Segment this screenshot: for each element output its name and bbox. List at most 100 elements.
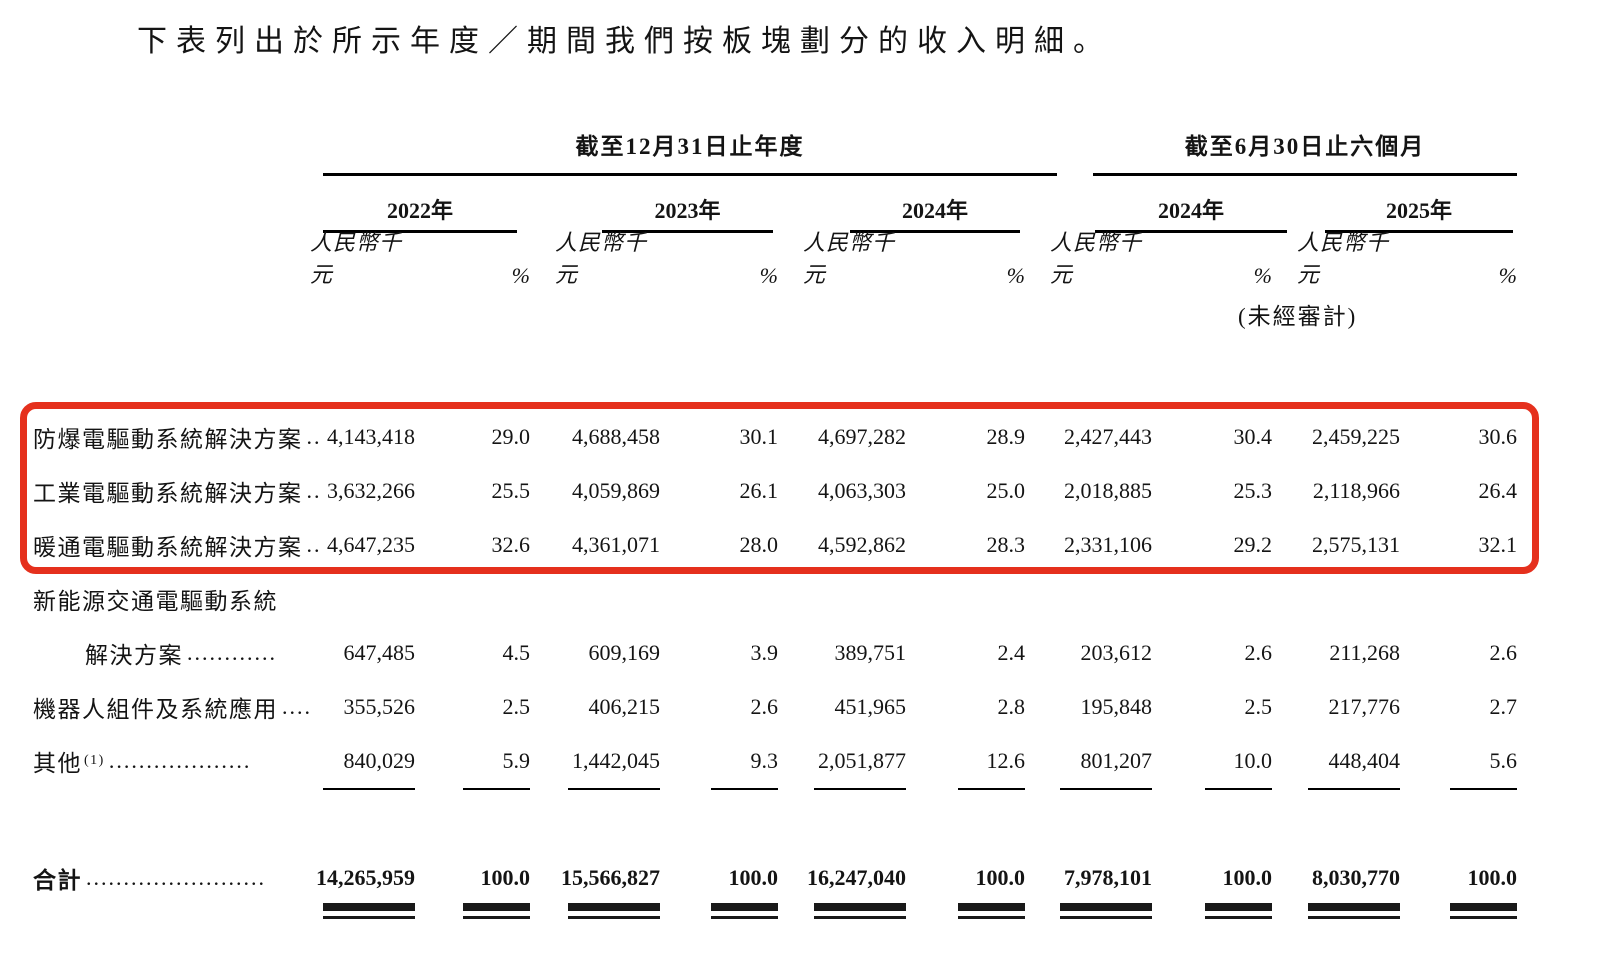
empty-cell <box>30 120 285 176</box>
cell-value: 203,612 <box>1080 640 1153 665</box>
cell-value: 15,566,827 <box>561 864 660 890</box>
unit-header: 人民幣千元 <box>803 230 896 287</box>
unit-header: 人民幣千元 <box>1297 230 1390 287</box>
cell-value: 389,751 <box>834 640 907 665</box>
cell-value: 4,647,235 <box>327 532 415 557</box>
cell-value: 32.1 <box>1478 532 1518 557</box>
cell-value: 211,268 <box>1329 640 1400 665</box>
cell-value: 25.0 <box>986 478 1026 503</box>
cell-value: 32.6 <box>491 532 531 557</box>
cell-value: 2,575,131 <box>1312 532 1400 557</box>
cell-value <box>415 572 530 626</box>
cell-value: 30.1 <box>739 424 779 449</box>
cell-value: 2.5 <box>1244 694 1273 719</box>
cell-value: 30.4 <box>1233 424 1273 449</box>
cell-value: 30.6 <box>1478 424 1518 449</box>
cell-value: 2,018,885 <box>1064 478 1152 503</box>
cell-value: 2.6 <box>1489 640 1518 665</box>
year-header-2025-interim: 2025年 <box>1272 176 1517 233</box>
sum-rule <box>660 788 778 802</box>
unaudited-note: (未經審計) <box>1238 304 1358 329</box>
cell-value: 2,331,106 <box>1064 532 1152 557</box>
double-rule <box>530 900 660 930</box>
spacer <box>30 802 1517 855</box>
cell-value: 28.3 <box>986 532 1026 557</box>
cell-value: 12.6 <box>986 748 1026 773</box>
unaudited-row: (未經審計) <box>30 293 1517 341</box>
cell-value: 29.0 <box>491 424 531 449</box>
cell-value: 26.1 <box>739 478 779 503</box>
year-header-2024: 2024年 <box>778 176 1025 233</box>
cell-value: 100.0 <box>1222 864 1273 890</box>
sum-rule <box>778 788 906 802</box>
double-rule <box>660 900 778 930</box>
cell-value: 3.9 <box>750 640 779 665</box>
cell-value: 2,051,877 <box>818 748 906 773</box>
pct-header: % <box>1006 263 1025 288</box>
cell-value <box>660 572 778 626</box>
year-header-2023: 2023年 <box>530 176 778 233</box>
cell-value: 4,697,282 <box>818 424 906 449</box>
pct-header: % <box>759 263 778 288</box>
cell-value: 2,459,225 <box>1312 424 1400 449</box>
cell-value: 100.0 <box>480 864 531 890</box>
year-header-2024-interim: 2024年 <box>1025 176 1287 233</box>
row-label: 解決方案 ............ <box>85 640 277 668</box>
cell-value: 7,978,101 <box>1064 864 1152 890</box>
cell-value: 4,063,303 <box>818 478 906 503</box>
cell-value: 801,207 <box>1080 748 1153 773</box>
page-title: 下表列出於所示年度／期間我們按板塊劃分的收入明細。 <box>137 25 1112 58</box>
unit-header: 人民幣千元 <box>555 230 648 287</box>
double-rule <box>415 900 530 930</box>
double-rule <box>285 900 415 930</box>
spacer <box>30 341 1517 410</box>
cell-value: 2,427,443 <box>1064 424 1152 449</box>
cell-value: 4,143,418 <box>327 424 415 449</box>
row-label: 其他 (1) ................... <box>33 748 252 776</box>
cell-value: 406,215 <box>588 694 661 719</box>
cell-value: 1,442,045 <box>572 748 660 773</box>
cell-value: 5.9 <box>502 748 531 773</box>
cell-value <box>906 572 1025 626</box>
sum-rule <box>906 788 1025 802</box>
cell-value: 217,776 <box>1328 694 1401 719</box>
cell-value: 2.5 <box>502 694 531 719</box>
cell-value: 4,688,458 <box>572 424 660 449</box>
empty-cell <box>30 176 285 233</box>
cell-value: 2.8 <box>997 694 1026 719</box>
double-rule <box>1152 900 1272 930</box>
cell-value <box>530 572 660 626</box>
row-label: 合計........................ <box>33 864 266 893</box>
unit-header: 人民幣千元 <box>310 230 403 287</box>
cell-value <box>285 572 415 626</box>
cell-value <box>1272 572 1400 626</box>
cell-value: 2.6 <box>1244 640 1273 665</box>
group-header-interim: 截至6月30日止六個月 <box>1025 120 1517 176</box>
unit-header: 人民幣千元 <box>1050 230 1143 287</box>
cell-value: 448,404 <box>1328 748 1401 773</box>
cell-value: 4,592,862 <box>818 532 906 557</box>
cell-value: 14,265,959 <box>316 864 415 890</box>
sum-rule <box>530 788 660 802</box>
double-rule <box>778 900 906 930</box>
cell-value: 195,848 <box>1080 694 1153 719</box>
double-rule <box>1400 900 1517 930</box>
row-label: 防爆電驅動系統解決方案.. <box>33 424 322 452</box>
sum-rule <box>1025 788 1152 802</box>
cell-value: 16,247,040 <box>807 864 906 890</box>
cell-value: 26.4 <box>1478 478 1518 503</box>
cell-value: 9.3 <box>750 748 779 773</box>
empty-cell <box>30 233 285 293</box>
cell-value: 2.4 <box>997 640 1026 665</box>
sum-rule <box>285 788 415 802</box>
double-rule <box>1025 900 1152 930</box>
cell-value: 4.5 <box>502 640 531 665</box>
cell-value: 2,118,966 <box>1312 478 1400 503</box>
cell-value: 100.0 <box>728 864 779 890</box>
cell-value <box>1025 572 1152 626</box>
cell-value: 3,632,266 <box>327 478 415 503</box>
sum-rule <box>415 788 530 802</box>
cell-value: 29.2 <box>1233 532 1273 557</box>
row-label: 工業電驅動系統解決方案.. <box>33 478 322 506</box>
